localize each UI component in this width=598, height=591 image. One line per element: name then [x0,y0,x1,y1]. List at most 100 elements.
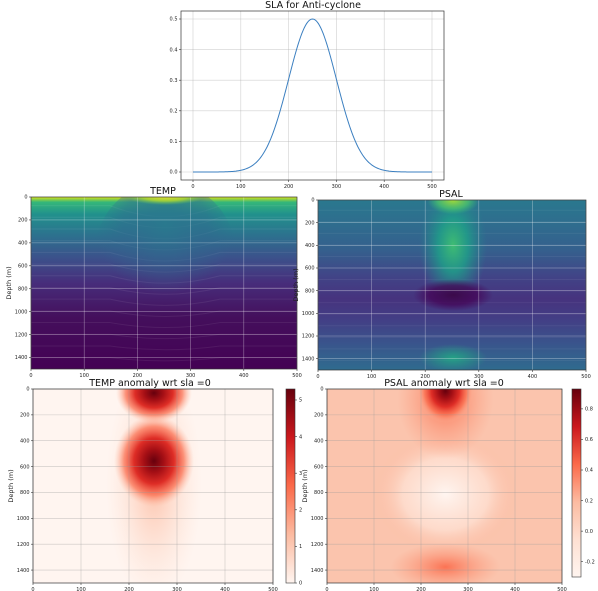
y-tick-label: 1000 [15,309,28,315]
x-tick-label: 100 [236,184,246,190]
y-tick-label: 400 [18,241,28,247]
y-tick-label: 1000 [311,516,324,522]
y-tick-label: 0 [320,387,323,393]
y-tick-label: 400 [314,438,324,444]
x-tick-label: 100 [367,374,377,380]
y-tick-label: 600 [305,266,315,272]
chart-title: PSAL [439,189,463,200]
axes-2: 0 100 200 300 400 500 0 200 400 600 800 1000 1200 140… [292,189,591,380]
y-tick-label: 200 [314,413,324,419]
colorbar-frame [571,388,582,578]
chart-title: TEMP [149,186,176,197]
axes-4: 0 100 200 300 400 500020040060080010001200140… [301,378,567,591]
temp-contour-line [31,322,297,329]
colorbar-tick-label: 0.6 [585,437,593,443]
x-tick-label: 100 [369,587,379,591]
y-tick-label: 800 [305,288,315,294]
x-tick-label: 500 [292,373,302,379]
colorbar-tick-label: 4 [299,434,302,440]
field-1 [31,197,297,369]
x-tick-label: 200 [124,587,134,591]
colorbar-tick-label: 0.2 [585,498,593,504]
colorbar-tick-label: 1 [299,544,302,550]
y-tick-label: 1000 [17,516,30,522]
y-tick-label: 0.0 [170,170,178,176]
x-tick-label: 400 [239,373,249,379]
chart-title: SLA for Anti-cyclone [265,0,361,11]
y-tick-label: 0.3 [170,78,178,84]
y-tick-label: 200 [20,413,30,419]
y-tick-label: 200 [305,220,315,226]
field-4 [327,389,562,583]
colorbar-tick-label: 0.4 [585,468,593,474]
colorbar-4: -0.2 0.0 0.2 0.4 0.6 0.8 [571,388,595,578]
sla-series-line [193,18,432,173]
axes-frame [180,10,445,181]
y-tick-label: 1200 [15,332,28,338]
x-tick-label: 300 [474,374,484,380]
x-tick-label: 100 [76,587,86,591]
temp-contour-line [31,333,297,340]
axes-3: 0 100 200 300 400 500 0 200 400 600 800 1000 1200 140… [7,378,278,591]
y-tick-label: 600 [18,264,28,270]
y-tick-label: 600 [314,464,324,470]
x-tick-label: 300 [186,373,196,379]
colorbar-tick-label: 0 [299,581,302,587]
x-tick-label: 0 [31,587,34,591]
temp-eddy-warm-core [95,197,236,322]
axes-frame [32,388,274,584]
y-tick-label: 1400 [311,568,324,574]
colorbar-frame [285,388,296,584]
x-tick-label: 200 [284,184,294,190]
y-tick-label: 400 [305,243,315,249]
x-tick-label: 500 [427,184,437,190]
psal-anomaly-negative-core [373,434,518,554]
temp-anomaly-surface-core [115,389,192,423]
temp-contour-line [31,357,297,362]
x-tick-label: 100 [79,373,89,379]
axes-frame [326,388,563,584]
field-3 [33,389,273,583]
psal-surface-maximum [427,200,480,220]
axes-frame [317,199,587,371]
colorbar-tick-label: 2 [299,507,302,513]
axes-0: 0 100 200 300 400 500 0.0 0.1 0.2 0.3 0.4 0.5 SLA fo… [170,0,445,190]
x-tick-label: 0 [29,373,32,379]
axes-1: 0 100 200 300 400 500020040060080010001200140… [5,186,302,379]
y-tick-label: 1200 [302,334,315,340]
y-tick-label: 1400 [17,568,30,574]
y-axis-label: Depth (m) [5,266,13,299]
colorbar-gradient [286,389,295,583]
x-tick-label: 200 [133,373,143,379]
chart-title: PSAL anomaly wrt sla =0 [384,378,504,389]
temp-contour-line [31,345,297,351]
x-tick-label: 200 [416,587,426,591]
axes-frame [30,196,298,370]
colorbar-gradient [572,389,581,577]
psal-deep-maximum [419,344,488,370]
x-tick-label: 500 [581,374,591,380]
x-tick-label: 400 [510,587,520,591]
y-axis-label: Depth (m) [7,469,15,502]
colorbar-tick-label: 5 [299,398,302,404]
y-tick-label: 0 [26,387,29,393]
x-tick-label: 300 [332,184,342,190]
y-tick-label: 800 [18,286,28,292]
temp-anomaly-subsurface-core [113,415,194,507]
temp-surface-maximum [123,197,208,211]
y-tick-label: 0.4 [170,47,178,53]
x-tick-label: 400 [528,374,538,380]
colorbar-tick-label: -0.2 [585,559,595,565]
y-tick-label: 0 [311,198,314,204]
y-tick-label: 1000 [302,311,315,317]
colorbar-3: 0 1 2 3 4 5 [285,388,302,587]
psal-eddy-column [419,200,488,305]
x-tick-label: 300 [172,587,182,591]
y-tick-label: 1400 [302,356,315,362]
y-tick-label: 0.5 [170,17,178,23]
y-axis-label: Depth (m) [301,469,309,502]
field-2 [318,200,586,370]
y-tick-label: 1200 [311,542,324,548]
y-tick-label: 400 [20,438,30,444]
y-tick-label: 800 [20,490,30,496]
